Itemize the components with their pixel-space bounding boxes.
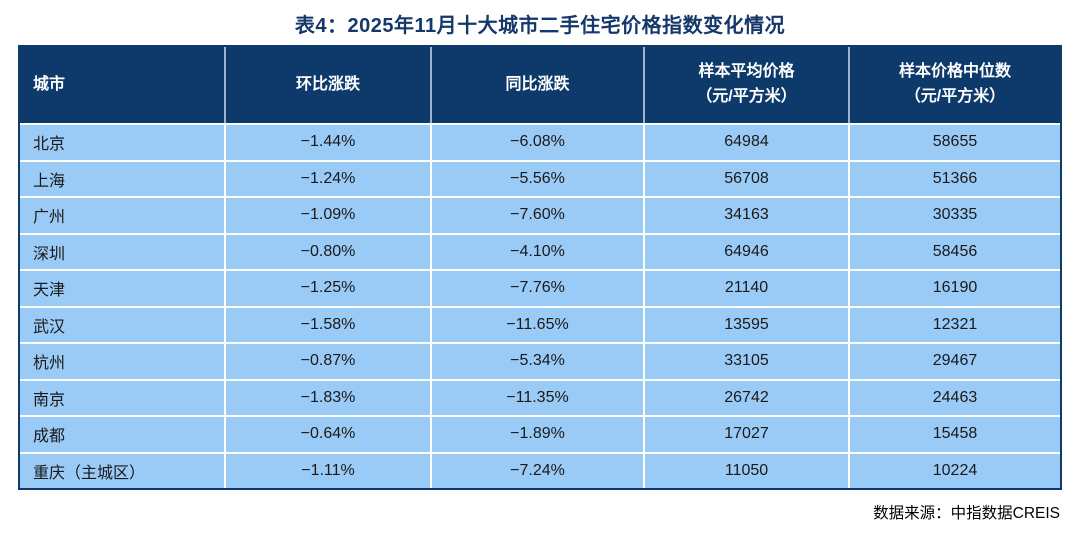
avg-price-cell: 56708 bbox=[643, 159, 848, 196]
avg-price-cell: 34163 bbox=[643, 196, 848, 233]
yoy-change-cell: −4.10% bbox=[430, 232, 643, 269]
table-row: 天津 −1.25% −7.76% 21140 16190 bbox=[20, 269, 1060, 306]
city-cell: 北京 bbox=[20, 123, 224, 160]
housing-price-table: 城市 环比涨跌 同比涨跌 样本平均价格 （元/平方米） 样本价格中位数 （元/平… bbox=[18, 45, 1062, 490]
header-sublabel-median-price-unit: （元/平方米） bbox=[904, 88, 1006, 105]
table-row: 武汉 −1.58% −11.65% 13595 12321 bbox=[20, 305, 1060, 342]
avg-price-cell: 33105 bbox=[643, 342, 848, 379]
median-price-cell: 58456 bbox=[848, 232, 1060, 269]
header-cell-yoy-change: 同比涨跌 bbox=[430, 47, 643, 123]
yoy-change-cell: −5.34% bbox=[430, 342, 643, 379]
avg-price-cell: 26742 bbox=[643, 378, 848, 415]
avg-price-cell: 17027 bbox=[643, 415, 848, 452]
header-cell-median-price: 样本价格中位数 （元/平方米） bbox=[848, 47, 1060, 123]
median-price-cell: 30335 bbox=[848, 196, 1060, 233]
table-body: 北京 −1.44% −6.08% 64984 58655 上海 −1.24% −5.56% 56… bbox=[20, 123, 1060, 488]
city-cell: 杭州 bbox=[20, 342, 224, 379]
page-title: 表4：2025年11月十大城市二手住宅价格指数变化情况 bbox=[294, 15, 786, 37]
avg-price-cell: 21140 bbox=[643, 269, 848, 306]
yoy-change-cell: −6.08% bbox=[430, 123, 643, 160]
table-row: 广州 −1.09% −7.60% 34163 30335 bbox=[20, 196, 1060, 233]
header-sublabel-avg-price-unit: （元/平方米） bbox=[696, 88, 797, 105]
yoy-change-cell: −1.89% bbox=[430, 415, 643, 452]
mom-change-cell: −1.58% bbox=[224, 305, 430, 342]
median-price-cell: 15458 bbox=[848, 415, 1060, 452]
city-cell: 成都 bbox=[20, 415, 224, 452]
city-cell: 上海 bbox=[20, 159, 224, 196]
avg-price-cell: 64946 bbox=[643, 232, 848, 269]
median-price-cell: 51366 bbox=[848, 159, 1060, 196]
table-row: 成都 −0.64% −1.89% 17027 15458 bbox=[20, 415, 1060, 452]
yoy-change-cell: −5.56% bbox=[430, 159, 643, 196]
yoy-change-cell: −11.35% bbox=[430, 378, 643, 415]
mom-change-cell: −0.87% bbox=[224, 342, 430, 379]
mom-change-cell: −0.80% bbox=[224, 232, 430, 269]
city-cell: 深圳 bbox=[20, 232, 224, 269]
mom-change-cell: −1.44% bbox=[224, 123, 430, 160]
header-cell-avg-price: 样本平均价格 （元/平方米） bbox=[643, 47, 848, 123]
table-row: 上海 −1.24% −5.56% 56708 51366 bbox=[20, 159, 1060, 196]
header-cell-mom-change: 环比涨跌 bbox=[224, 47, 430, 123]
header-label-city: 城市 bbox=[33, 75, 66, 93]
table-header-row: 城市 环比涨跌 同比涨跌 样本平均价格 （元/平方米） 样本价格中位数 （元/平… bbox=[20, 47, 1060, 123]
header-label-mom-change: 环比涨跌 bbox=[295, 75, 360, 93]
avg-price-cell: 11050 bbox=[643, 451, 848, 488]
mom-change-cell: −1.11% bbox=[224, 451, 430, 488]
yoy-change-cell: −7.76% bbox=[430, 269, 643, 306]
yoy-change-cell: −11.65% bbox=[430, 305, 643, 342]
mom-change-cell: −0.64% bbox=[224, 415, 430, 452]
city-cell: 南京 bbox=[20, 378, 224, 415]
city-cell: 广州 bbox=[20, 196, 224, 233]
header-label-avg-price: 样本平均价格 bbox=[698, 63, 795, 81]
median-price-cell: 10224 bbox=[848, 451, 1060, 488]
mom-change-cell: −1.83% bbox=[224, 378, 430, 415]
table-row: 北京 −1.44% −6.08% 64984 58655 bbox=[20, 123, 1060, 160]
avg-price-cell: 13595 bbox=[643, 305, 848, 342]
table-row: 重庆（主城区） −1.11% −7.24% 11050 10224 bbox=[20, 451, 1060, 488]
median-price-cell: 58655 bbox=[848, 123, 1060, 160]
header-label-median-price: 样本价格中位数 bbox=[898, 63, 1011, 81]
data-source-note: 数据来源：中指数据CREIS bbox=[873, 505, 1060, 522]
city-cell: 重庆（主城区） bbox=[20, 451, 224, 488]
median-price-cell: 16190 bbox=[848, 269, 1060, 306]
yoy-change-cell: −7.60% bbox=[430, 196, 643, 233]
median-price-cell: 29467 bbox=[848, 342, 1060, 379]
table-row: 深圳 −0.80% −4.10% 64946 58456 bbox=[20, 232, 1060, 269]
header-label-yoy-change: 同比涨跌 bbox=[505, 75, 570, 93]
city-cell: 天津 bbox=[20, 269, 224, 306]
mom-change-cell: −1.09% bbox=[224, 196, 430, 233]
yoy-change-cell: −7.24% bbox=[430, 451, 643, 488]
city-cell: 武汉 bbox=[20, 305, 224, 342]
header-cell-city: 城市 bbox=[20, 47, 224, 123]
table-row: 南京 −1.83% −11.35% 26742 24463 bbox=[20, 378, 1060, 415]
table-row: 杭州 −0.87% −5.34% 33105 29467 bbox=[20, 342, 1060, 379]
median-price-cell: 24463 bbox=[848, 378, 1060, 415]
mom-change-cell: −1.25% bbox=[224, 269, 430, 306]
median-price-cell: 12321 bbox=[848, 305, 1060, 342]
avg-price-cell: 64984 bbox=[643, 123, 848, 160]
mom-change-cell: −1.24% bbox=[224, 159, 430, 196]
